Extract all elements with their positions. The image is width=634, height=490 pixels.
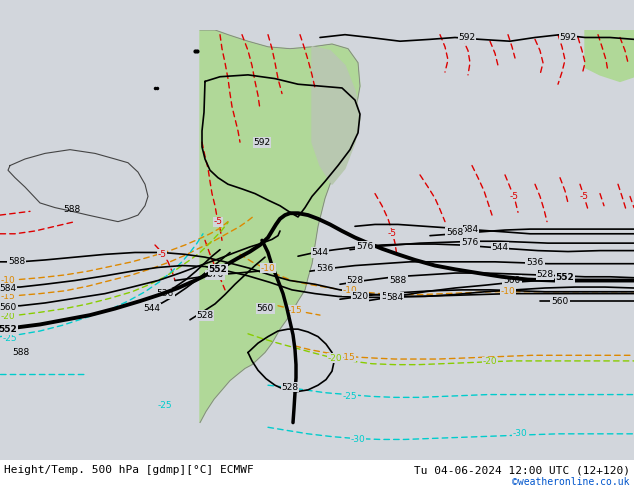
Text: 592: 592 xyxy=(458,33,476,42)
Text: 520: 520 xyxy=(351,292,368,301)
Text: -10: -10 xyxy=(342,286,358,295)
Text: -10: -10 xyxy=(261,264,275,273)
Text: -15: -15 xyxy=(340,353,356,362)
Text: 588: 588 xyxy=(389,276,406,285)
Text: 576: 576 xyxy=(356,243,373,251)
Text: 544: 544 xyxy=(491,244,508,252)
Text: 584: 584 xyxy=(0,284,16,294)
Polygon shape xyxy=(312,47,360,184)
Text: 544: 544 xyxy=(143,304,160,313)
Text: ©weatheronline.co.uk: ©weatheronline.co.uk xyxy=(512,477,630,487)
Text: Tu 04-06-2024 12:00 UTC (12+120): Tu 04-06-2024 12:00 UTC (12+120) xyxy=(414,465,630,475)
Text: -5: -5 xyxy=(214,217,223,226)
Text: -20: -20 xyxy=(1,313,15,321)
Text: 544: 544 xyxy=(311,248,328,257)
Text: 552: 552 xyxy=(555,273,574,282)
Text: -15: -15 xyxy=(1,292,15,301)
Polygon shape xyxy=(0,460,634,490)
Text: -10: -10 xyxy=(501,287,515,296)
Text: 588: 588 xyxy=(12,348,29,357)
Text: -5: -5 xyxy=(157,250,167,259)
Polygon shape xyxy=(8,149,148,221)
Text: 536: 536 xyxy=(316,264,333,273)
Text: 584: 584 xyxy=(462,224,479,234)
Text: 588: 588 xyxy=(382,292,399,301)
Text: -15: -15 xyxy=(288,306,302,315)
Text: 592: 592 xyxy=(254,138,271,147)
Text: 560: 560 xyxy=(257,304,274,313)
Text: -5: -5 xyxy=(387,229,396,238)
Text: Height/Temp. 500 hPa [gdmp][°C] ECMWF: Height/Temp. 500 hPa [gdmp][°C] ECMWF xyxy=(4,465,254,475)
Text: 588: 588 xyxy=(63,205,81,214)
Text: 560: 560 xyxy=(0,303,16,312)
Text: -10: -10 xyxy=(1,276,15,285)
Text: 528: 528 xyxy=(281,383,299,392)
Text: 588: 588 xyxy=(8,257,25,267)
Text: -20: -20 xyxy=(482,357,497,367)
Text: 584: 584 xyxy=(387,293,404,302)
Text: 528: 528 xyxy=(536,270,553,279)
Text: 560: 560 xyxy=(503,276,521,285)
Text: -25: -25 xyxy=(343,392,358,401)
Text: 552: 552 xyxy=(0,325,17,334)
Text: -30: -30 xyxy=(513,429,527,439)
Polygon shape xyxy=(200,30,360,422)
Text: 560: 560 xyxy=(552,296,569,306)
Text: 568: 568 xyxy=(446,228,463,237)
Text: 576: 576 xyxy=(207,270,224,279)
Text: 536: 536 xyxy=(157,289,174,298)
Text: -5: -5 xyxy=(579,192,588,201)
Text: -25: -25 xyxy=(3,334,17,343)
Text: 576: 576 xyxy=(462,238,479,246)
Text: 536: 536 xyxy=(526,258,543,267)
Polygon shape xyxy=(585,30,634,81)
Text: 528: 528 xyxy=(197,311,214,319)
Text: -5: -5 xyxy=(510,192,519,201)
Text: 592: 592 xyxy=(559,33,576,42)
Text: -25: -25 xyxy=(158,401,172,410)
Text: 552: 552 xyxy=(209,265,228,274)
Text: 528: 528 xyxy=(346,276,363,285)
Text: -20: -20 xyxy=(328,354,342,363)
Text: -30: -30 xyxy=(351,435,365,444)
